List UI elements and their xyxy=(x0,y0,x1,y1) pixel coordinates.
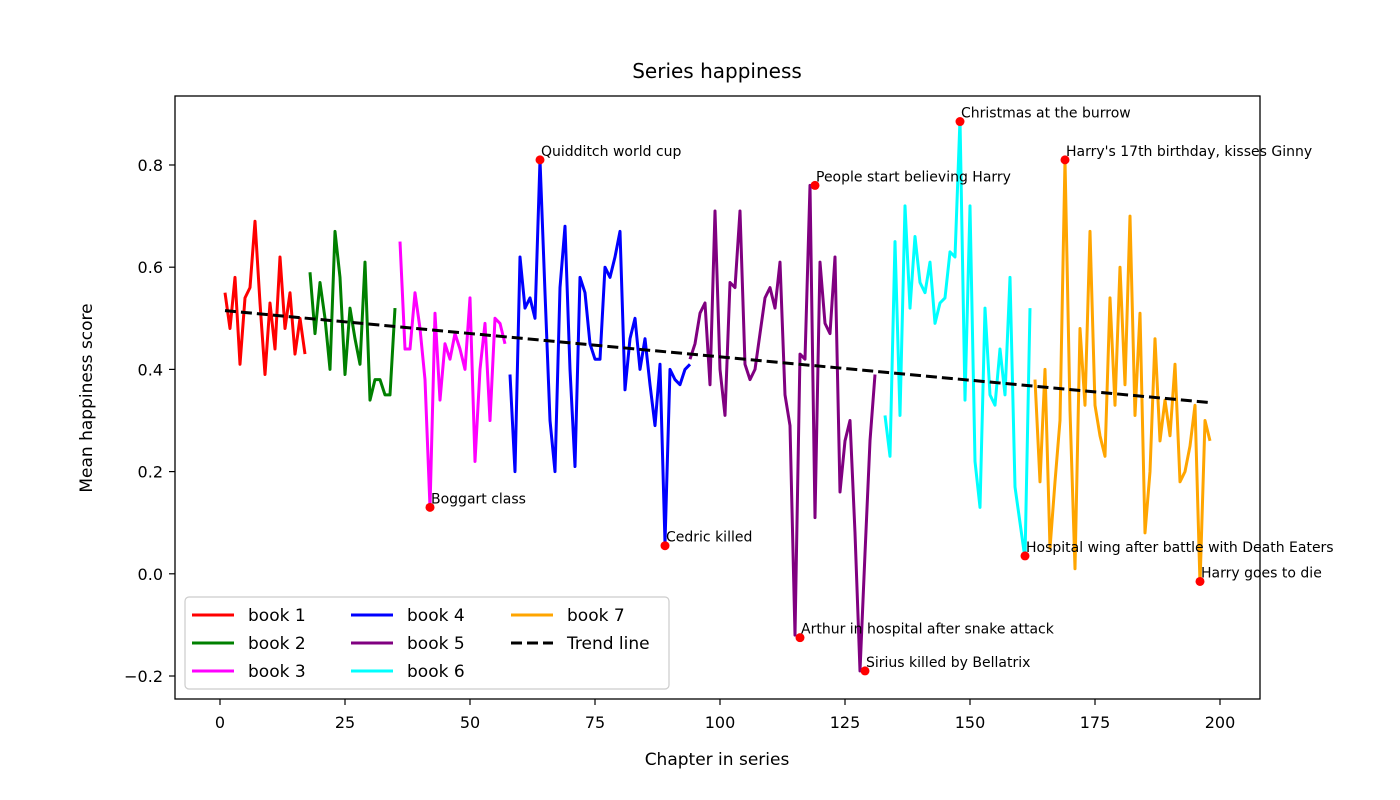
annotation-marker xyxy=(1195,576,1205,586)
legend-box xyxy=(184,596,670,690)
legend-label-book-5: book 5 xyxy=(407,634,465,654)
x-tick-label: 175 xyxy=(1080,713,1111,732)
y-tick-label: 0.2 xyxy=(138,463,163,482)
series-line-book-1 xyxy=(223,219,307,376)
annotation-marker xyxy=(535,155,545,165)
y-tick-label: 0.8 xyxy=(138,156,163,175)
legend-label-trend-line: Trend line xyxy=(566,634,650,654)
annotation-marker xyxy=(1020,551,1030,561)
x-tick-label: 200 xyxy=(1205,713,1236,732)
y-axis: −0.2 0.0 0.2 0.4 0.6 0.8 xyxy=(124,156,175,686)
annotation-label: Sirius killed by Bellatrix xyxy=(866,655,1030,671)
series-line-book-3 xyxy=(398,241,507,509)
trend-line xyxy=(224,309,1211,405)
y-tick-label: 0.6 xyxy=(138,258,163,277)
x-tick-label: 50 xyxy=(460,713,480,732)
x-tick-label: 100 xyxy=(705,713,736,732)
legend-label-book-1: book 1 xyxy=(248,606,306,626)
annotation-label: Arthur in hospital after snake attack xyxy=(801,622,1055,638)
legend-label-book-7: book 7 xyxy=(567,606,625,626)
chart-title: Series happiness xyxy=(632,59,802,83)
legend-label-book-4: book 4 xyxy=(407,606,465,626)
annotation-marker xyxy=(860,666,870,676)
annotation-label: Christmas at the burrow xyxy=(961,106,1131,122)
y-tick-label: −0.2 xyxy=(124,667,163,686)
annotation-marker xyxy=(955,117,965,127)
annotation-marker xyxy=(425,502,435,512)
legend: book 1 book 2 book 3 book 4 book 5 book 6 book… xyxy=(184,596,670,690)
x-axis-title: Chapter in series xyxy=(645,750,790,770)
x-tick-label: 25 xyxy=(335,713,355,732)
legend-label-book-2: book 2 xyxy=(248,634,306,654)
annotation-label: Harry's 17th birthday, kisses Ginny xyxy=(1066,144,1312,160)
y-tick-label: 0.4 xyxy=(138,360,163,379)
x-tick-label: 150 xyxy=(955,713,986,732)
annotations: Boggart class Quidditch world cup Cedric k… xyxy=(425,106,1334,676)
series-line-book-6 xyxy=(883,117,1032,560)
annotation-label: People start believing Harry xyxy=(816,169,1011,185)
legend-label-book-3: book 3 xyxy=(248,662,306,682)
annotation-marker xyxy=(795,633,805,643)
x-tick-label: 0 xyxy=(215,713,225,732)
x-tick-label: 125 xyxy=(830,713,861,732)
y-tick-label: 0.0 xyxy=(138,565,163,584)
annotation-label: Hospital wing after battle with Death Ea… xyxy=(1026,540,1334,556)
annotation-marker xyxy=(660,541,670,551)
annotation-label: Cedric killed xyxy=(666,530,752,546)
x-axis: 0 25 50 75 100 125 150 175 200 xyxy=(215,699,1235,732)
legend-label-book-6: book 6 xyxy=(407,662,465,682)
annotation-label: Boggart class xyxy=(431,491,526,507)
plot-frame xyxy=(174,95,1261,700)
series-line-book-7 xyxy=(1033,158,1212,586)
y-axis-title: Mean happiness score xyxy=(77,303,97,492)
annotation-label: Harry goes to die xyxy=(1201,565,1322,581)
annotation-marker xyxy=(810,180,820,190)
x-tick-label: 75 xyxy=(585,713,605,732)
annotation-marker xyxy=(1060,155,1070,165)
annotation-label: Quidditch world cup xyxy=(541,144,682,160)
series-line-book-5 xyxy=(688,183,877,673)
